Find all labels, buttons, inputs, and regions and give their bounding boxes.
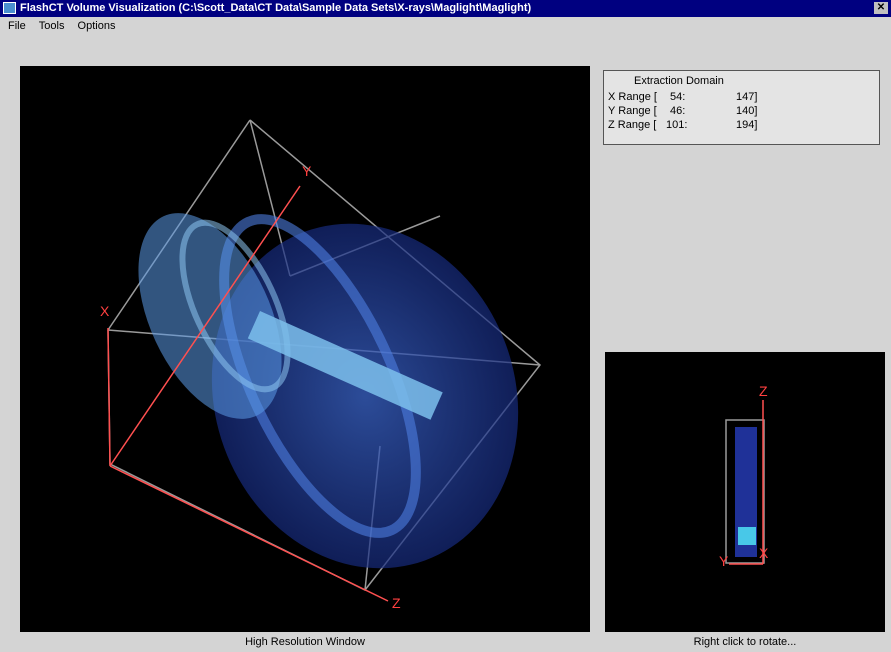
window-title: FlashCT Volume Visualization (C:\Scott_D… [20, 2, 532, 14]
axes [107, 185, 389, 602]
range-label: X Range [ [608, 91, 657, 103]
axis-label: Y [302, 163, 312, 179]
close-button[interactable]: ✕ [874, 2, 888, 14]
menu-item[interactable]: Tools [38, 20, 65, 32]
view-caption: Right click to rotate... [693, 636, 797, 648]
range-label: Z Range [ [608, 119, 657, 131]
range-label: Y Range [ [608, 105, 657, 117]
app-icon [3, 2, 16, 14]
axis-label: Z [392, 595, 401, 611]
axis-label: X [759, 545, 769, 561]
menu-bar: File Tools Options [0, 18, 117, 34]
range-max: 140] [736, 105, 758, 117]
axis-label: Y [719, 553, 729, 569]
panel-title: Extraction Domain [634, 75, 724, 87]
volume-render [138, 213, 519, 569]
preview-view[interactable]: Z Y X [605, 352, 885, 632]
axis-label: X [100, 303, 110, 319]
bounding-box [725, 419, 765, 564]
volume-render [738, 527, 756, 545]
view-caption: High Resolution Window [245, 636, 365, 648]
range-min: 54: [670, 91, 686, 103]
main-view: Y X Z [20, 66, 590, 632]
range-min: 46: [670, 105, 686, 117]
menu-item[interactable]: File [8, 20, 26, 32]
range-min: 101: [666, 119, 688, 131]
range-max: 147] [736, 91, 758, 103]
axis-label: Z [759, 383, 768, 399]
extraction-domain-panel: Extraction Domain X Range [ 54: 147] Y R… [603, 70, 880, 145]
title-bar: FlashCT Volume Visualization (C:\Scott_D… [0, 0, 891, 17]
range-max: 194] [736, 119, 758, 131]
volume-render [735, 427, 757, 557]
menu-item[interactable]: Options [77, 20, 116, 32]
axes [729, 400, 764, 565]
